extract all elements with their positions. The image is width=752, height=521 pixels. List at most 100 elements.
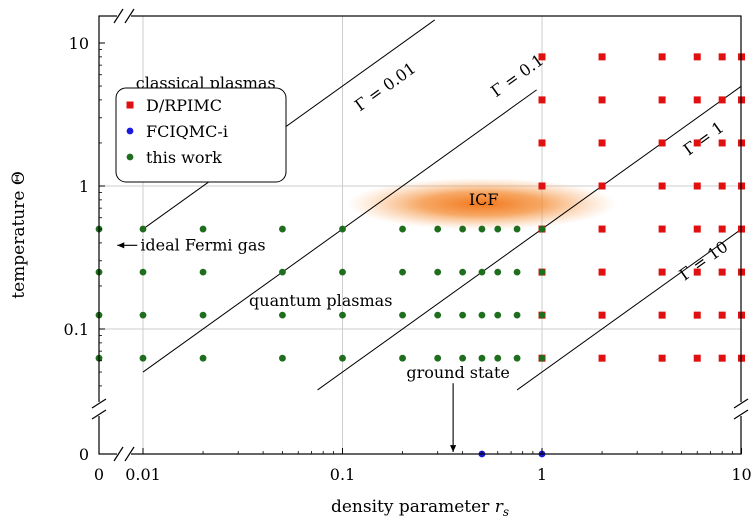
y-axis-label: temperature Θ <box>9 171 29 299</box>
drpimc-point <box>598 139 606 147</box>
axis-break-mark <box>733 409 749 420</box>
axis-break-mark <box>124 8 135 24</box>
annotation-text: ideal Fermi gas <box>140 235 265 254</box>
drpimc-point <box>693 53 701 61</box>
drpimc-point <box>598 182 606 190</box>
this-work-point <box>434 268 442 276</box>
gamma-line <box>142 19 436 230</box>
drpimc-point <box>538 182 546 190</box>
drpimc-point <box>693 311 701 319</box>
legend-marker <box>126 127 134 135</box>
drpimc-point <box>693 96 701 104</box>
this-work-point <box>494 354 502 362</box>
y-tick-label: 0.1 <box>64 320 89 339</box>
legend-marker <box>126 153 134 161</box>
gamma-line <box>317 85 742 391</box>
drpimc-point <box>718 268 726 276</box>
this-work-point <box>538 225 546 233</box>
axis-break-mark <box>113 446 124 462</box>
drpimc-point <box>693 268 701 276</box>
drpimc-point <box>693 139 701 147</box>
this-work-point <box>459 268 467 276</box>
axis-break-mark <box>91 398 107 409</box>
this-work-point <box>279 354 286 362</box>
x-tick-label: 1 <box>537 465 547 484</box>
axis-break-mark <box>113 8 124 24</box>
axis-break-mark <box>733 398 749 409</box>
x-tick-label: 0.01 <box>125 465 161 484</box>
x-axis-label: density parameter rs <box>331 497 509 519</box>
gamma-label: Γ = 0.01 <box>351 59 419 115</box>
this-work-point <box>339 268 346 276</box>
plot-frame <box>98 15 742 455</box>
x-tick-label: 0 <box>94 465 104 484</box>
legend-label: this work <box>146 148 222 167</box>
this-work-point <box>139 311 147 319</box>
this-work-point <box>513 311 521 319</box>
drpimc-point <box>658 311 666 319</box>
y-tick-label: 1 <box>79 177 89 196</box>
x-axis-label-main: density parameter <box>331 497 495 517</box>
this-work-point <box>399 268 406 276</box>
this-work-point <box>434 225 442 233</box>
this-work-point <box>459 225 467 233</box>
this-work-point <box>199 311 207 319</box>
this-work-point <box>399 225 406 233</box>
icf-ellipse <box>346 177 617 230</box>
icf-label: ICF <box>469 190 499 209</box>
legend-label: D/RPIMC <box>146 96 222 115</box>
this-work-point <box>399 354 406 362</box>
this-work-point <box>339 354 346 362</box>
drpimc-point <box>718 311 726 319</box>
this-work-point <box>139 268 147 276</box>
this-work-point <box>279 268 286 276</box>
y-tick-label: 10 <box>69 34 89 53</box>
this-work-point <box>513 354 521 362</box>
this-work-point <box>139 354 147 362</box>
axis-break-mark <box>124 446 135 462</box>
drpimc-point <box>718 354 726 362</box>
this-work-point <box>434 354 442 362</box>
this-work-point <box>459 354 467 362</box>
x-tick-label: 10 <box>731 465 751 484</box>
drpimc-point <box>598 225 606 233</box>
this-work-point <box>399 311 406 319</box>
this-work-point <box>199 225 207 233</box>
this-work-point <box>494 311 502 319</box>
this-work-point <box>478 311 486 319</box>
drpimc-point <box>693 182 701 190</box>
this-work-point <box>434 311 442 319</box>
drpimc-point <box>718 53 726 61</box>
drpimc-point <box>658 354 666 362</box>
drpimc-point <box>538 96 546 104</box>
drpimc-point <box>538 139 546 147</box>
x-axis-label-sub: s <box>503 505 509 519</box>
this-work-point <box>513 268 521 276</box>
drpimc-point <box>658 96 666 104</box>
gamma-label: Γ = 0.1 <box>487 50 547 100</box>
this-work-point <box>538 311 546 319</box>
axis-break-gap <box>117 451 131 457</box>
drpimc-point <box>693 354 701 362</box>
drpimc-point <box>718 139 726 147</box>
drpimc-point <box>538 53 546 61</box>
gamma-label: Γ = 10 <box>676 237 732 285</box>
this-work-point <box>478 268 486 276</box>
drpimc-point <box>693 225 701 233</box>
this-work-point <box>139 225 147 233</box>
drpimc-point <box>658 139 666 147</box>
this-work-point <box>513 225 521 233</box>
annotation-text: ground state <box>406 363 510 382</box>
drpimc-point <box>598 53 606 61</box>
x-tick-label: 0.1 <box>330 465 355 484</box>
drpimc-point <box>718 225 726 233</box>
drpimc-point <box>718 182 726 190</box>
this-work-point <box>339 311 346 319</box>
y-tick-label: 0 <box>79 445 89 464</box>
drpimc-point <box>658 225 666 233</box>
this-work-point <box>199 354 207 362</box>
this-work-point <box>494 268 502 276</box>
this-work-point <box>538 354 546 362</box>
legend-box <box>115 87 287 183</box>
